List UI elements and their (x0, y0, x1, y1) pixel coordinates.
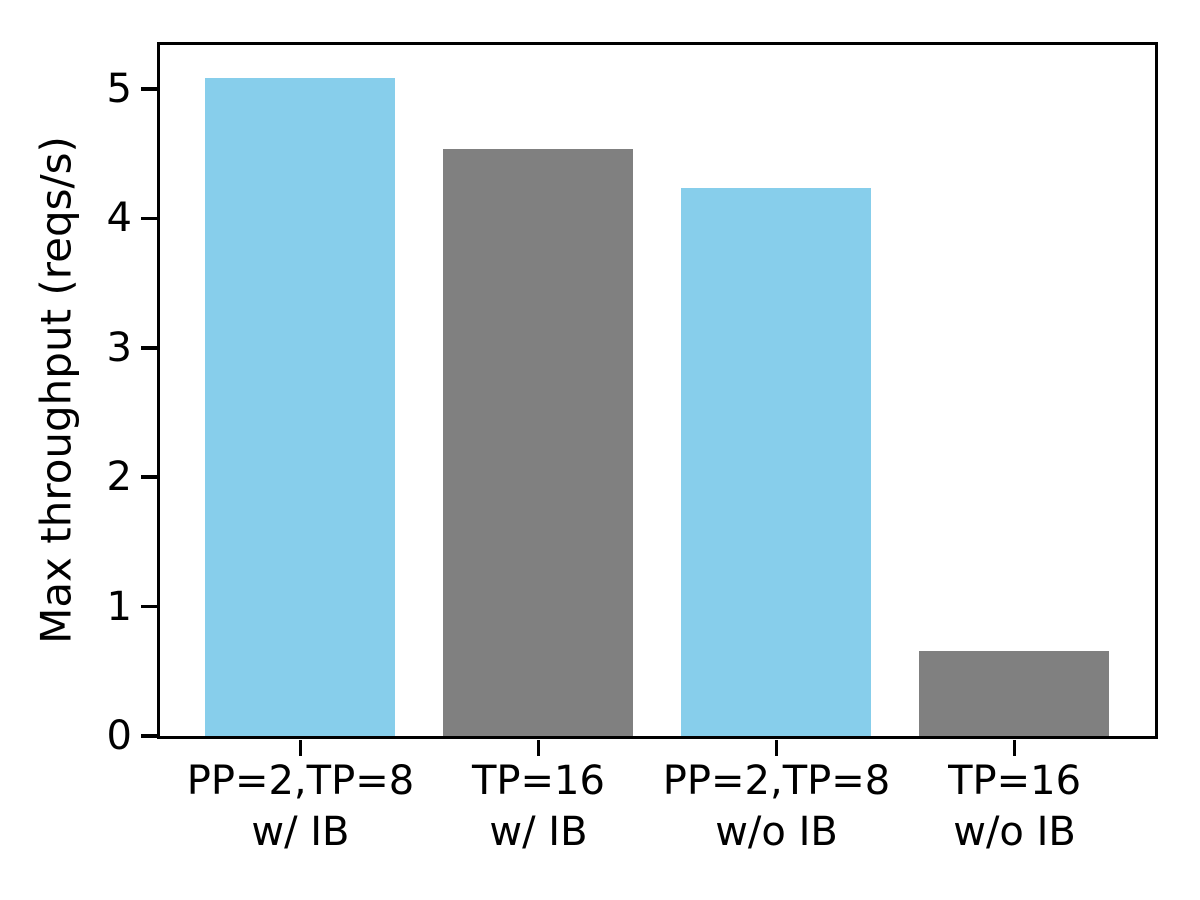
x-tick-label: PP=2,TP=8 w/ IB (186, 758, 415, 855)
x-tick-label: TP=16 w/ IB (471, 758, 605, 855)
y-tick-mark (140, 604, 157, 609)
y-tick-label: 0 (106, 713, 132, 759)
y-tick-mark (140, 216, 157, 221)
plot-area (156, 41, 1158, 739)
y-tick-mark (140, 475, 157, 479)
bar (918, 651, 1110, 736)
x-tick-mark (774, 739, 779, 756)
bar (442, 149, 634, 736)
y-tick-mark (140, 346, 157, 350)
x-tick-mark (1012, 739, 1017, 756)
bars-container (160, 45, 1155, 736)
y-tick-label: 5 (106, 65, 132, 112)
y-tick-label: 4 (106, 195, 132, 242)
y-tick-label: 2 (106, 454, 132, 501)
y-tick-label: 3 (106, 324, 132, 371)
y-tick-mark (140, 734, 157, 738)
x-tick-label: TP=16 w/o IB (948, 758, 1082, 855)
x-tick-mark (536, 739, 541, 756)
y-tick-mark (140, 87, 157, 91)
y-tick-label: 1 (106, 583, 132, 630)
x-tick-mark (298, 739, 303, 756)
bar (204, 78, 396, 736)
x-tick-label: PP=2,TP=8 w/o IB (662, 758, 891, 855)
bar (680, 188, 872, 736)
